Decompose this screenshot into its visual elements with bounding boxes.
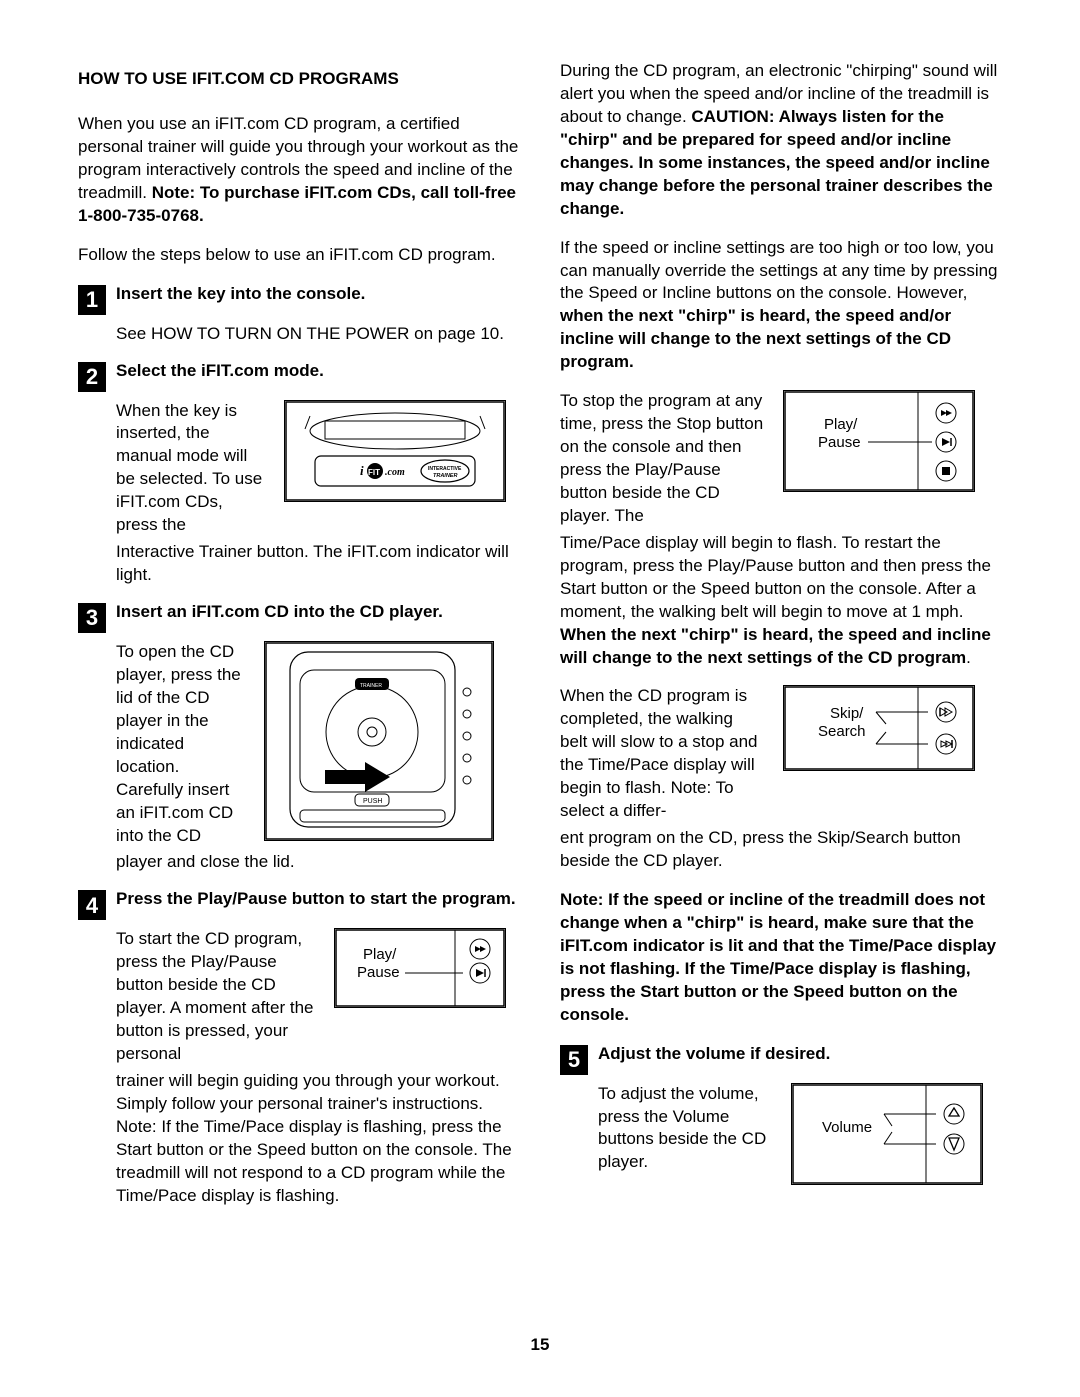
step-5: 5 Adjust the volume if desired. <box>560 1043 1002 1075</box>
intro-paragraph-1: When you use an iFIT.com CD program, a c… <box>78 113 520 228</box>
svg-text:FIT: FIT <box>368 468 380 477</box>
step-5-wrap: To adjust the volume, press the Volume b… <box>598 1083 1002 1185</box>
svg-text:TRAINER: TRAINER <box>360 683 382 689</box>
right-p4-after: ent program on the CD, press the Skip/Se… <box>560 827 1002 873</box>
step-2-text: When the key is inserted, the manual mod… <box>116 400 266 538</box>
right-p2-text: If the speed or incline settings are too… <box>560 238 998 303</box>
step-3-body: To open the CD player, press the lid of … <box>116 641 520 874</box>
step-number-1: 1 <box>78 285 106 315</box>
skip-search-diagram: Skip/ Search <box>783 685 975 771</box>
step-5-body: To adjust the volume, press the Volume b… <box>598 1083 1002 1185</box>
step-4: 4 Press the Play/Pause button to start t… <box>78 888 520 920</box>
section-title: HOW TO USE IFIT.COM CD PROGRAMS <box>78 68 520 91</box>
right-column: During the CD program, an electronic "ch… <box>560 60 1002 1208</box>
svg-text:Pause: Pause <box>357 964 400 981</box>
volume-diagram: Volume <box>791 1083 983 1185</box>
step-3-text: To open the CD player, press the lid of … <box>116 641 246 847</box>
right-p3-text: To stop the program at any time, press t… <box>560 390 765 528</box>
svg-text:Volume: Volume <box>822 1119 872 1136</box>
svg-text:TRAINER: TRAINER <box>433 473 457 479</box>
step-4-after: trainer will begin guiding you through y… <box>116 1070 520 1208</box>
step-4-wrap: To start the CD program, press the Play/… <box>116 928 520 1066</box>
step-5-text: To adjust the volume, press the Volume b… <box>598 1083 773 1175</box>
right-p2: If the speed or incline settings are too… <box>560 237 1002 375</box>
right-p3a: Time/Pace display will begin to flash. T… <box>560 533 991 621</box>
step-2-body: When the key is inserted, the manual mod… <box>116 400 520 588</box>
step-2-after: Interactive Trainer button. The iFIT.com… <box>116 541 520 587</box>
intro-paragraph-2: Follow the steps below to use an iFIT.co… <box>78 244 520 267</box>
svg-text:.com: .com <box>385 467 405 478</box>
right-p3c: . <box>966 648 971 667</box>
right-p5: Note: If the speed or incline of the tre… <box>560 889 1002 1027</box>
step-3-heading: Insert an iFIT.com CD into the CD player… <box>116 601 443 624</box>
columns: HOW TO USE IFIT.COM CD PROGRAMS When you… <box>78 60 1002 1208</box>
right-p3b: When the next "chirp" is heard, the spee… <box>560 625 991 667</box>
step-1-heading: Insert the key into the console. <box>116 283 365 306</box>
step-3-after: player and close the lid. <box>116 851 520 874</box>
play-pause-stop-diagram: Play/ Pause <box>783 390 975 492</box>
svg-text:Pause: Pause <box>818 434 861 451</box>
step-2-heading: Select the iFIT.com mode. <box>116 360 324 383</box>
svg-text:Play/: Play/ <box>824 416 858 433</box>
step-4-body: To start the CD program, press the Play/… <box>116 928 520 1207</box>
svg-text:Search: Search <box>818 723 866 740</box>
right-stop-wrap: To stop the program at any time, press t… <box>560 390 1002 528</box>
step-number-3: 3 <box>78 603 106 633</box>
console-diagram: i FIT .com INTERACTIVE TRAINER <box>284 400 506 502</box>
step-number-5: 5 <box>560 1045 588 1075</box>
right-p3-after: Time/Pace display will begin to flash. T… <box>560 532 1002 670</box>
right-p4-text: When the CD program is completed, the wa… <box>560 685 765 823</box>
right-skip-wrap: When the CD program is completed, the wa… <box>560 685 1002 823</box>
step-4-heading: Press the Play/Pause button to start the… <box>116 888 516 911</box>
step-3-wrap: To open the CD player, press the lid of … <box>116 641 520 847</box>
step-number-4: 4 <box>78 890 106 920</box>
step-2: 2 Select the iFIT.com mode. <box>78 360 520 392</box>
svg-text:INTERACTIVE: INTERACTIVE <box>428 466 462 472</box>
svg-text:Play/: Play/ <box>363 946 397 963</box>
left-column: HOW TO USE IFIT.COM CD PROGRAMS When you… <box>78 60 520 1208</box>
step-2-wrap: When the key is inserted, the manual mod… <box>116 400 520 538</box>
right-p1: During the CD program, an electronic "ch… <box>560 60 1002 221</box>
right-p2-bold: when the next "chirp" is heard, the spee… <box>560 306 951 371</box>
play-pause-diagram-left: Play/ Pause <box>334 928 506 1008</box>
step-4-text: To start the CD program, press the Play/… <box>116 928 316 1066</box>
step-5-heading: Adjust the volume if desired. <box>598 1043 830 1066</box>
svg-text:Skip/: Skip/ <box>830 705 864 722</box>
step-1-body: See HOW TO TURN ON THE POWER on page 10. <box>116 323 520 346</box>
cd-player-diagram: TRAINER PUSH <box>264 641 494 841</box>
page-number: 15 <box>0 1335 1080 1355</box>
step-3: 3 Insert an iFIT.com CD into the CD play… <box>78 601 520 633</box>
manual-page: HOW TO USE IFIT.COM CD PROGRAMS When you… <box>0 0 1080 1397</box>
svg-text:PUSH: PUSH <box>363 798 382 805</box>
step-1: 1 Insert the key into the console. <box>78 283 520 315</box>
svg-text:i: i <box>360 463 364 478</box>
step-number-2: 2 <box>78 362 106 392</box>
